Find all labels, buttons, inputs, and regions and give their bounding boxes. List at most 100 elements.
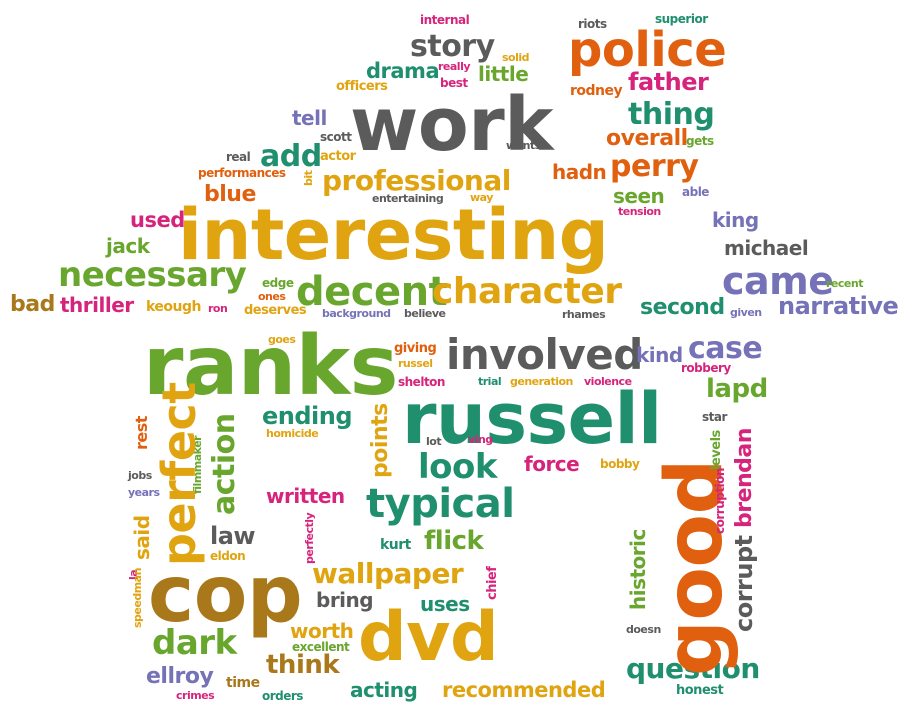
word-ranks: ranks <box>143 319 399 414</box>
word-acting: acting <box>350 678 418 702</box>
word-typical: typical <box>366 481 515 527</box>
word-corruption: corruption <box>713 468 727 534</box>
word-lapd: lapd <box>706 374 768 404</box>
word-used: used <box>130 208 185 232</box>
word-way: way <box>470 191 493 204</box>
word-tell: tell <box>292 106 327 130</box>
word-bit: bit <box>302 170 315 186</box>
word-jack: jack <box>106 234 150 258</box>
word-add: add <box>260 139 322 174</box>
word-work: work <box>350 82 553 168</box>
word-written: written <box>266 484 345 508</box>
word-force: force <box>524 452 580 476</box>
word-think: think <box>266 650 340 680</box>
word-time: time <box>226 675 260 691</box>
word-case: case <box>688 331 763 366</box>
word-rhames: rhames <box>562 308 606 321</box>
word-honest: honest <box>676 683 724 698</box>
word-able: able <box>682 185 709 199</box>
word-professional: professional <box>322 164 511 197</box>
word-michael: michael <box>724 236 809 260</box>
word-brendan: brendan <box>732 428 757 528</box>
word-crimes: crimes <box>176 689 215 702</box>
word-ron: ron <box>208 302 228 315</box>
word-narrative: narrative <box>778 292 899 320</box>
word-tension: tension <box>618 205 661 218</box>
word-kurt: kurt <box>380 537 411 553</box>
word-officers: officers <box>336 79 388 94</box>
word-lot: lot <box>426 435 442 448</box>
word-uses: uses <box>420 592 470 616</box>
word-blue: blue <box>204 182 256 207</box>
word-star: star <box>702 410 727 424</box>
word-recommended: recommended <box>442 678 606 702</box>
word-came: came <box>722 259 834 303</box>
word-deserves: deserves <box>244 303 307 318</box>
word-trial: trial <box>478 375 502 388</box>
word-real: real <box>226 150 251 164</box>
word-russel: russel <box>398 357 433 370</box>
word-corrupt: corrupt <box>730 535 758 632</box>
word-actor: actor <box>320 149 356 164</box>
word-seen: seen <box>613 184 665 208</box>
word-gets: gets <box>686 134 714 148</box>
word-perfectly: perfectly <box>303 512 316 564</box>
word-drama: drama <box>366 59 440 83</box>
word-police: police <box>568 22 727 78</box>
word-rest: rest <box>132 416 151 450</box>
word-cop: cop <box>148 550 303 640</box>
word-rodney: rodney <box>570 83 623 99</box>
word-best: best <box>440 76 468 90</box>
word-doesn: doesn <box>626 623 661 636</box>
word-ending: ending <box>262 402 353 430</box>
word-eldon: eldon <box>210 549 246 563</box>
word-flick: flick <box>424 526 484 556</box>
word-involved: involved <box>446 330 643 379</box>
word-solid: solid <box>502 51 530 64</box>
word-giving: giving <box>394 341 437 356</box>
word-kind: kind <box>636 343 683 367</box>
word-question: question <box>626 652 760 685</box>
word-scott: scott <box>320 130 352 144</box>
word-violence: violence <box>584 375 632 388</box>
word-recent: recent <box>826 277 863 290</box>
word-bobby: bobby <box>600 457 640 471</box>
word-dvd: dvd <box>358 598 499 677</box>
word-wallpaper: wallpaper <box>312 557 464 590</box>
word-internal: internal <box>420 13 470 27</box>
word-homicide: homicide <box>266 427 319 440</box>
word-really: really <box>438 60 471 73</box>
word-hadn: hadn <box>552 160 607 184</box>
word-generation: generation <box>510 375 573 388</box>
word-years: years <box>128 486 160 499</box>
word-ones: ones <box>258 290 286 303</box>
word-character: character <box>432 271 622 312</box>
word-bring: bring <box>316 588 374 612</box>
word-said: said <box>130 515 154 560</box>
word-speedman: speedman <box>131 568 144 628</box>
word-wants: wants <box>506 139 541 152</box>
word-worth: worth <box>290 619 354 643</box>
word-given: given <box>730 306 762 319</box>
word-russell: russell <box>402 378 662 460</box>
word-robbery: robbery <box>681 361 731 375</box>
word-interesting: interesting <box>178 194 609 276</box>
word-perfect: perfect <box>152 382 206 566</box>
word-levels: levels <box>709 430 724 470</box>
word-dark: dark <box>152 623 237 663</box>
word-superior: superior <box>655 12 708 26</box>
word-historic: historic <box>626 529 650 610</box>
word-thriller: thriller <box>60 293 134 317</box>
word-riots: riots <box>578 17 607 31</box>
word-goes: goes <box>268 333 296 346</box>
word-keough: keough <box>146 299 202 315</box>
word-decent: decent <box>296 269 448 315</box>
word-performances: performances <box>198 166 286 180</box>
word-action: action <box>207 413 242 515</box>
word-bad: bad <box>10 292 55 317</box>
word-orders: orders <box>262 689 303 703</box>
word-story: story <box>410 29 495 64</box>
word-believe: believe <box>404 307 446 320</box>
word-shelton: shelton <box>398 375 445 389</box>
